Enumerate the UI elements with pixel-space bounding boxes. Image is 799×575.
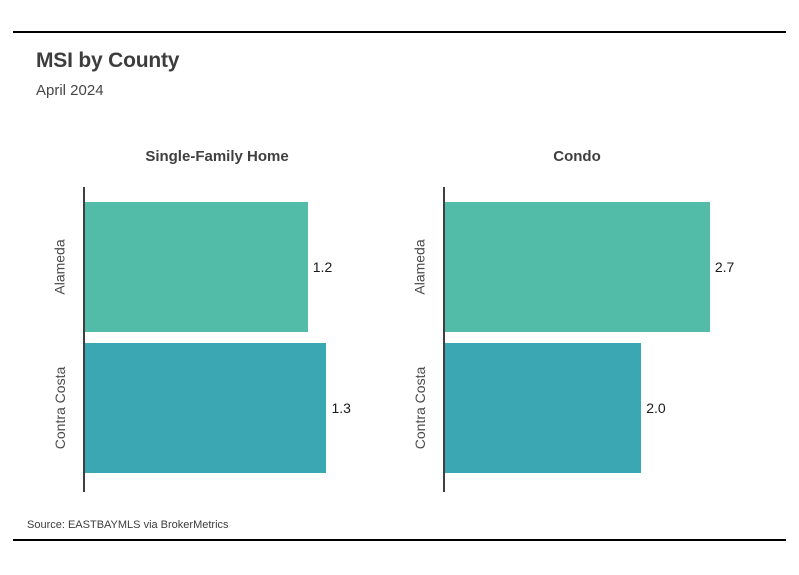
- plot-area: 2.7 2.0: [443, 187, 757, 492]
- plot-area: 1.2 1.3: [83, 187, 397, 492]
- y-label-contra-costa: Contra Costa: [397, 343, 443, 473]
- bar-alameda: [445, 202, 710, 332]
- y-axis-labels: Alameda Contra Costa: [37, 187, 83, 492]
- bar-row-alameda: 1.2: [85, 202, 397, 332]
- page-title: MSI by County: [36, 49, 180, 72]
- facet-body: Alameda Contra Costa 2.7 2.0: [397, 187, 757, 492]
- facet-title-single-family-home: Single-Family Home: [145, 148, 289, 165]
- facet-title-condo: Condo: [553, 148, 601, 165]
- bar-alameda: [85, 202, 308, 332]
- y-label-text: Alameda: [412, 239, 429, 295]
- y-label-alameda: Alameda: [37, 202, 83, 332]
- bottom-rule: [13, 539, 786, 541]
- facet-condo: Condo Alameda Contra Costa 2.7: [397, 145, 757, 492]
- bar-contra-costa: [85, 343, 327, 473]
- bar-value-label: 1.2: [312, 259, 333, 275]
- y-label-text: Alameda: [52, 239, 69, 295]
- bar-value-label: 1.3: [331, 400, 351, 416]
- source-caption: Source: EASTBAYMLS via BrokerMetrics: [27, 519, 229, 531]
- bar-value-label: 2.7: [714, 259, 735, 275]
- bar-row-contra-costa: 2.0: [445, 343, 757, 473]
- top-rule: [13, 31, 786, 33]
- bar-row-contra-costa: 1.3: [85, 343, 397, 473]
- bar-row-alameda: 2.7: [445, 202, 757, 332]
- facet-body: Alameda Contra Costa 1.2 1.3: [37, 187, 397, 492]
- y-label-contra-costa: Contra Costa: [37, 343, 83, 473]
- facet-row: Single-Family Home Alameda Contra Costa …: [37, 145, 759, 492]
- y-label-alameda: Alameda: [397, 202, 443, 332]
- y-label-text: Contra Costa: [412, 366, 429, 450]
- page-subtitle: April 2024: [36, 82, 104, 99]
- y-label-text: Contra Costa: [52, 366, 69, 450]
- facet-single-family-home: Single-Family Home Alameda Contra Costa …: [37, 145, 397, 492]
- bar-contra-costa: [445, 343, 642, 473]
- y-axis-labels: Alameda Contra Costa: [397, 187, 443, 492]
- bar-value-label: 2.0: [646, 400, 666, 416]
